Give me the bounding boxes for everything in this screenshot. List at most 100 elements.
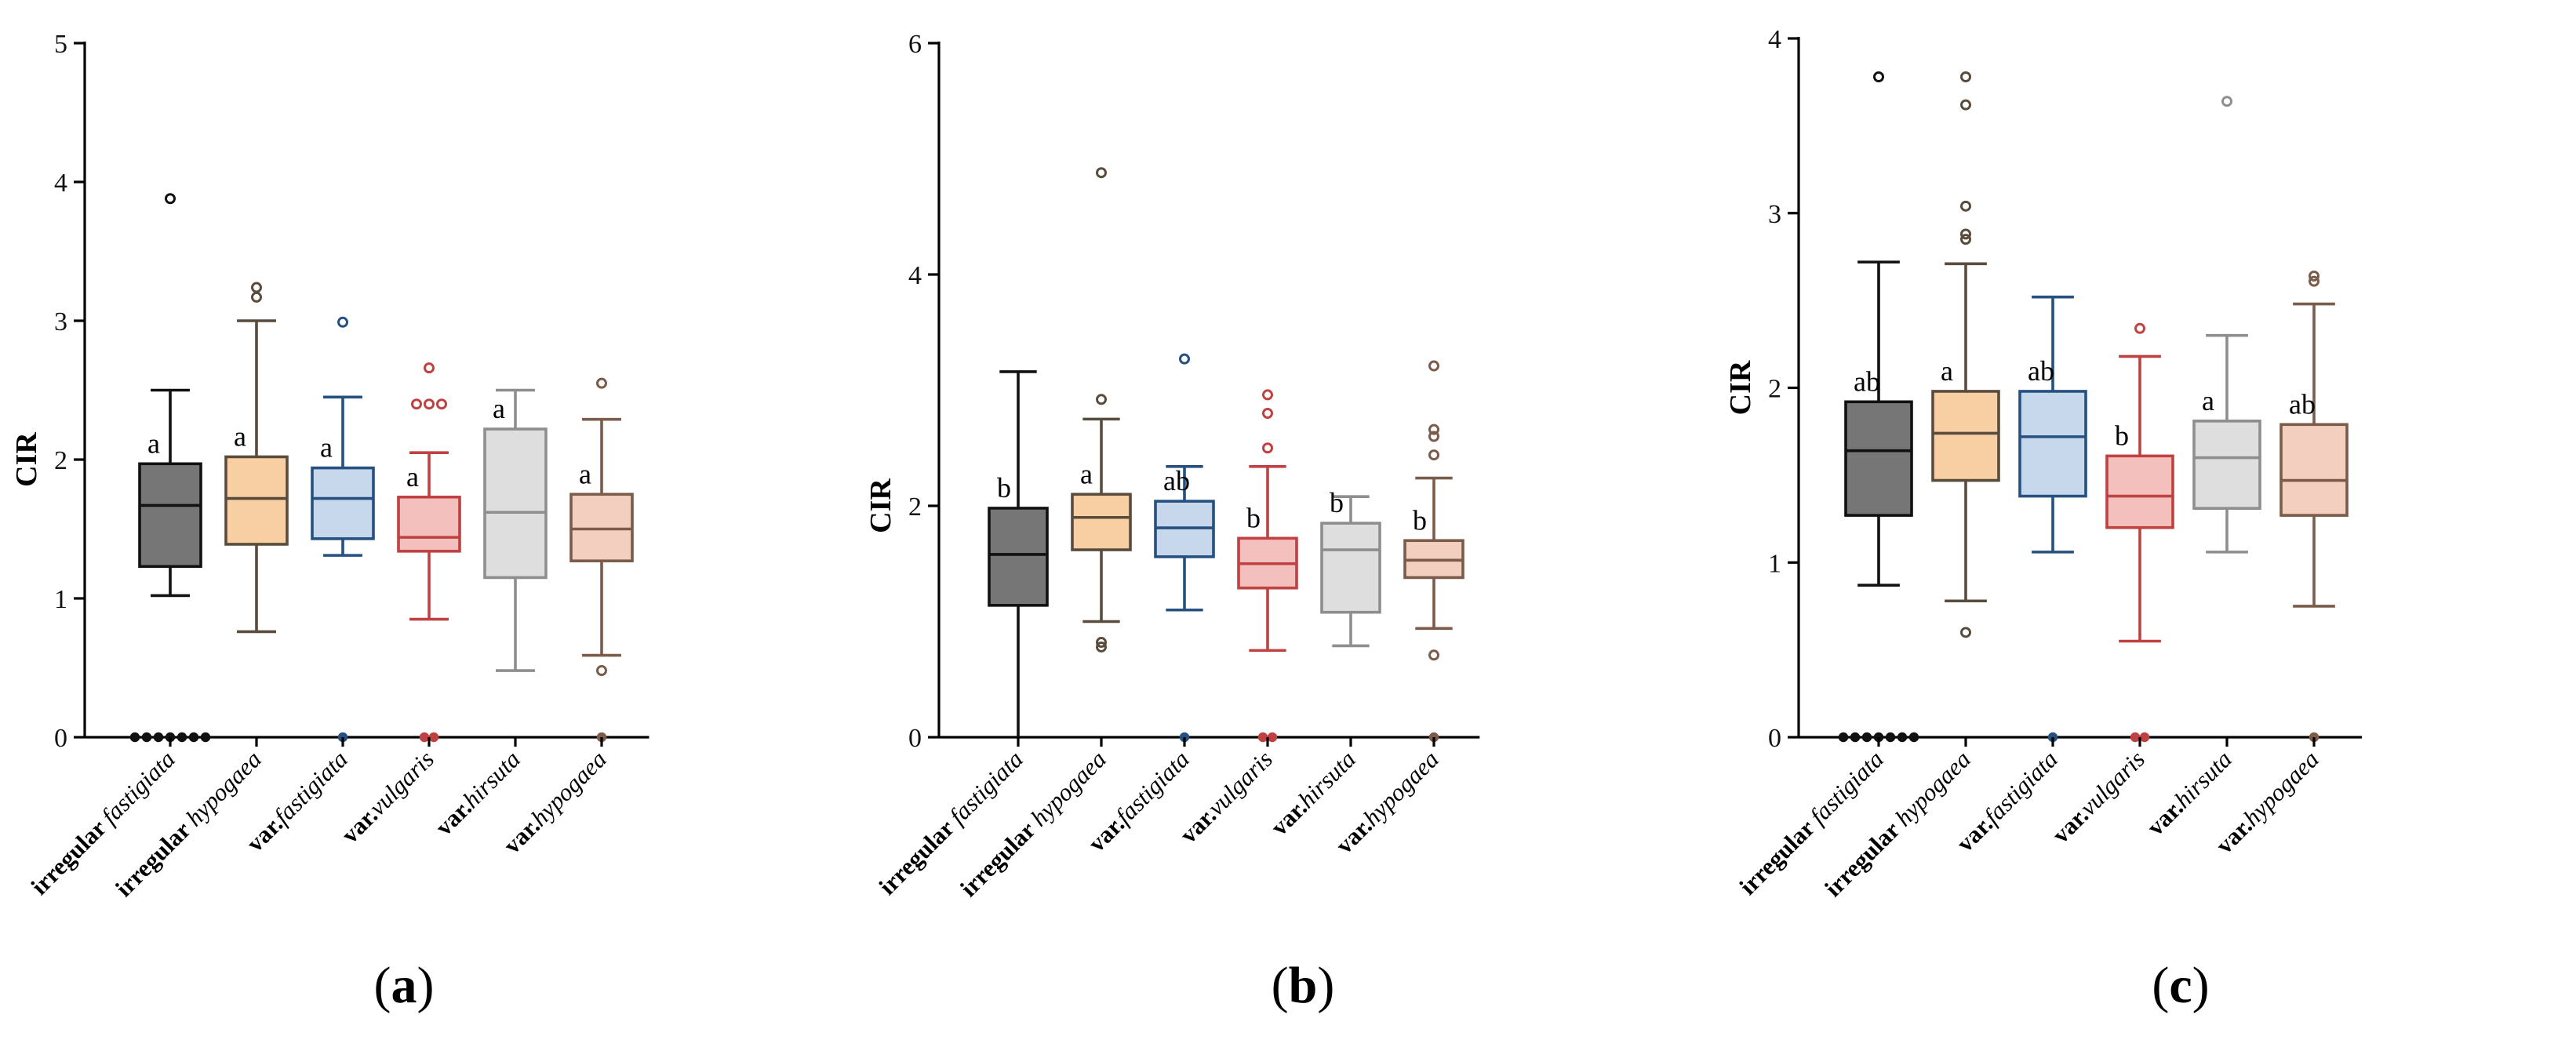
y-tick-label: 2: [54, 446, 67, 475]
outlier-point: [596, 665, 607, 677]
outlier-point: [1428, 424, 1439, 435]
category-name: fastigiata: [96, 745, 180, 830]
category-prefix: irregular: [1734, 810, 1824, 900]
outlier-point: [1960, 99, 1971, 111]
iqr-box: [138, 462, 202, 569]
category-name: hirsuta: [2169, 745, 2237, 813]
x-tick-label: irregular hypogaea: [110, 745, 267, 902]
category-prefix: irregular: [1819, 812, 1909, 902]
chart-panel-a: 0 1 2 3 4 5 CIR a irregular fastigiata a irregular…: [10, 30, 649, 1014]
box-irregular_hypogaea: a: [1071, 167, 1132, 653]
y-tick-label: 4: [908, 261, 922, 290]
iqr-box: [1320, 522, 1381, 614]
outlier-point: [1850, 732, 1861, 743]
box-var_hirsuta: b: [1320, 487, 1381, 648]
panel-label: (a): [374, 957, 435, 1014]
iqr-box: [2279, 423, 2349, 517]
outlier-point: [1096, 637, 1107, 649]
panel-label: (b): [1272, 957, 1335, 1014]
outlier-point: [436, 398, 447, 410]
outlier-point: [129, 732, 140, 743]
category-name: hirsuta: [457, 745, 526, 813]
significance-letter: b: [1330, 487, 1344, 518]
outlier-point: [141, 732, 152, 743]
outlier-point: [2139, 732, 2150, 743]
category-name: hypogaea: [1890, 745, 1976, 831]
box-var_hypogaea: a: [569, 377, 634, 743]
outlier-point: [1960, 71, 1971, 83]
box-var_fastigiata: a: [311, 316, 375, 743]
box-var_hypogaea: b: [1403, 360, 1464, 743]
significance-letter: a: [1941, 355, 1953, 387]
outlier-point: [1861, 732, 1872, 743]
significance-letter: a: [147, 427, 160, 459]
box-irregular_hypogaea: a: [1931, 71, 2000, 638]
outlier-point: [1428, 360, 1439, 372]
outlier-point: [251, 291, 262, 303]
y-tick-label: 5: [54, 30, 67, 59]
significance-letter: ab: [2028, 355, 2054, 387]
box-var_vulgaris: b: [2105, 322, 2174, 743]
iqr-box: [483, 427, 548, 580]
box-var_hypogaea: ab: [2279, 270, 2349, 743]
outlier-point: [2221, 96, 2232, 107]
panel-label-letter: c: [2169, 957, 2192, 1014]
category-name: fastigiata: [268, 745, 353, 830]
panel-label-close: ): [1317, 957, 1334, 1014]
outlier-point: [2130, 732, 2141, 743]
y-tick-label: 4: [54, 169, 67, 198]
outlier-point: [1262, 408, 1273, 419]
y-tick-label: 0: [1768, 724, 1781, 753]
iqr-box: [1071, 493, 1132, 551]
panel-label-letter: b: [1289, 957, 1318, 1014]
iqr-box: [2192, 420, 2261, 510]
panel-label-letter: a: [391, 957, 417, 1014]
x-tick-label: irregular fastigiata: [1734, 745, 1888, 900]
significance-letter: ab: [1163, 465, 1190, 496]
outlier-point: [1179, 353, 1190, 365]
category-prefix: irregular: [110, 812, 200, 902]
panel-label-open: (: [374, 957, 391, 1014]
outlier-point: [1885, 732, 1896, 743]
outlier-point: [411, 398, 422, 410]
iqr-box: [224, 455, 289, 546]
x-tick-label: irregular hypogaea: [955, 745, 1112, 902]
category-prefix: irregular: [873, 810, 963, 900]
category-name: fastigiata: [944, 745, 1028, 830]
x-tick-label: irregular fastigiata: [25, 745, 180, 900]
chart-panel-b: 0 2 4 6 CIR b irregular fastigiata a irregular h…: [864, 30, 1480, 1014]
outlier-point: [419, 732, 430, 743]
category-name: vulgaris: [2074, 745, 2150, 821]
outlier-point: [1096, 641, 1107, 653]
box-irregular_fastigiata: ab: [1838, 71, 1919, 743]
box-var_vulgaris: b: [1237, 389, 1298, 743]
outlier-point: [1838, 732, 1849, 743]
outlier-point: [251, 282, 262, 293]
outlier-point: [1960, 228, 1971, 240]
significance-letter: b: [1413, 504, 1427, 536]
y-tick-label: 4: [1768, 25, 1781, 54]
category-name: fastigiata: [1110, 745, 1195, 830]
y-tick-label: 2: [1768, 375, 1781, 404]
category-name: hypogaea: [180, 745, 267, 831]
outlier-point: [165, 193, 176, 205]
significance-letter: a: [493, 393, 505, 424]
x-tick-label: irregular hypogaea: [1819, 745, 1976, 902]
outlier-point: [337, 316, 348, 328]
box-irregular_hypogaea: a: [224, 282, 289, 634]
y-tick-label: 0: [908, 724, 922, 753]
y-axis-label: CIR: [10, 432, 43, 487]
outlier-point: [428, 732, 439, 743]
box-var_hirsuta: a: [2192, 96, 2261, 554]
panel-label-open: (: [2152, 957, 2169, 1014]
significance-letter: b: [1246, 502, 1261, 533]
significance-letter: ab: [1854, 365, 1880, 397]
outlier-point: [1257, 732, 1268, 743]
category-name: fastigiata: [1804, 745, 1889, 830]
category-prefix: irregular: [955, 812, 1045, 902]
outlier-point: [1428, 431, 1439, 442]
y-tick-label: 3: [1768, 200, 1781, 229]
y-tick-label: 1: [1768, 549, 1781, 578]
iqr-box: [1931, 390, 2000, 482]
